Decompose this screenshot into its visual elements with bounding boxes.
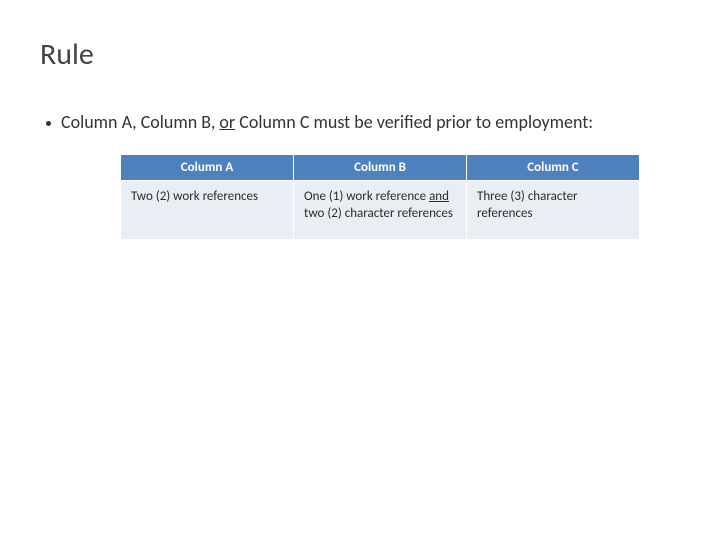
cell-b-post: two (2) character references <box>304 206 453 221</box>
slide: Rule Column A, Column B, or Column C mus… <box>0 0 720 540</box>
bullet-item: Column A, Column B, or Column C must be … <box>40 111 680 134</box>
col-header-c: Column C <box>467 155 640 181</box>
bullet-text-post: Column C must be verified prior to emplo… <box>235 111 593 133</box>
page-title: Rule <box>40 36 680 73</box>
cell-c: Three (3) character references <box>467 181 640 240</box>
cell-b-and: and <box>429 189 449 204</box>
bullet-text: Column A, Column B, or Column C must be … <box>61 111 680 134</box>
table-row: Two (2) work references One (1) work ref… <box>121 181 640 240</box>
col-header-b: Column B <box>294 155 467 181</box>
cell-a: Two (2) work references <box>121 181 294 240</box>
references-table: Column A Column B Column C Two (2) work … <box>120 154 640 240</box>
col-header-a: Column A <box>121 155 294 181</box>
table-container: Column A Column B Column C Two (2) work … <box>120 154 620 240</box>
bullet-icon <box>46 121 51 126</box>
table-header-row: Column A Column B Column C <box>121 155 640 181</box>
cell-b-pre: One (1) work reference <box>304 189 429 204</box>
bullet-text-pre: Column A, Column B, <box>61 111 219 133</box>
cell-b: One (1) work reference and two (2) chara… <box>294 181 467 240</box>
bullet-text-or: or <box>219 111 235 133</box>
